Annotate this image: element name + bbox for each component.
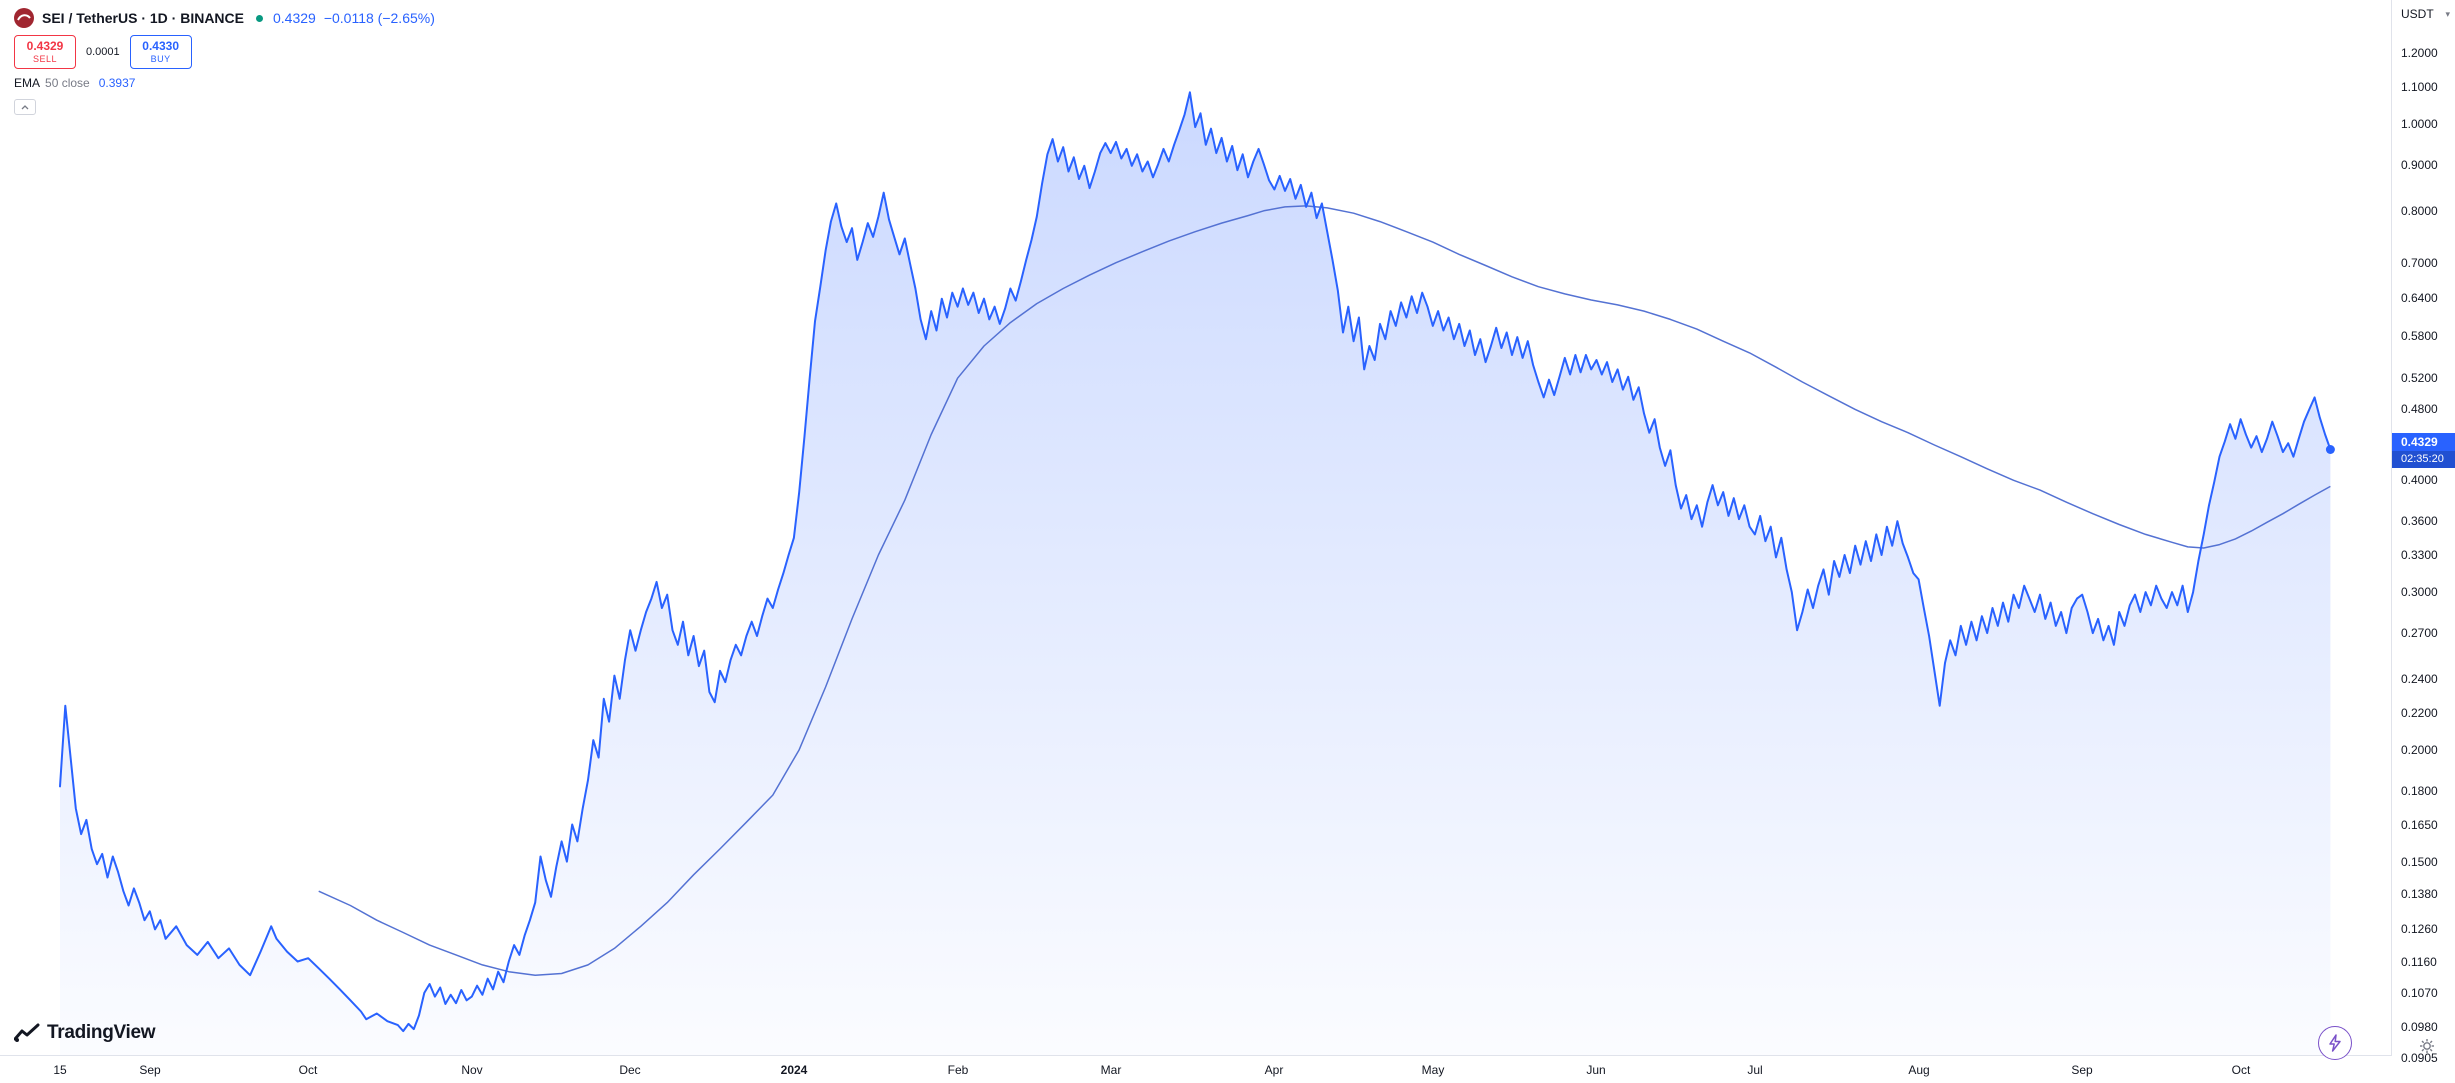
indicator-name: EMA	[14, 76, 41, 90]
symbol-row: SEI / TetherUS · 1D · BINANCE 0.4329 −0.…	[14, 8, 435, 28]
time-tick: May	[1421, 1063, 1445, 1077]
indicator-params: 50 close	[45, 76, 90, 90]
indicator-value: 0.3937	[98, 76, 136, 90]
chart-legend: SEI / TetherUS · 1D · BINANCE 0.4329 −0.…	[14, 8, 435, 115]
buy-label: BUY	[150, 53, 171, 64]
lightning-button[interactable]	[2318, 1026, 2352, 1060]
price-tick: 0.2200	[2401, 706, 2438, 720]
price-tick: 0.1260	[2401, 922, 2438, 936]
time-axis[interactable]: 15 Sep Oct Nov Dec 2024 Feb Mar Apr May Jun Jul Aug S…	[0, 1055, 2455, 1083]
tradingview-logo-text: TradingView	[47, 1022, 156, 1043]
time-tick: Oct	[2231, 1063, 2251, 1077]
time-tick: Sep	[139, 1063, 161, 1077]
bar-countdown: 02:35:20	[2392, 451, 2455, 468]
sell-price: 0.4329	[26, 39, 64, 54]
sei-logo-icon	[14, 8, 34, 28]
ema-line	[318, 205, 2331, 976]
price-tick: 0.5800	[2401, 329, 2438, 343]
price-area-fill	[60, 92, 2331, 1056]
market-status-icon	[256, 14, 263, 22]
price-tick: 0.3600	[2401, 514, 2438, 528]
price-tick: 0.2400	[2401, 672, 2438, 686]
last-price-axis-value: 0.4329	[2401, 435, 2438, 449]
last-price-value: 0.4329	[273, 10, 316, 26]
price-tick: 0.1160	[2401, 955, 2437, 969]
currency-label: USDT	[2401, 7, 2434, 21]
price-tick: 0.9000	[2401, 158, 2438, 172]
time-tick: Dec	[619, 1063, 641, 1077]
price-tick: 0.1500	[2401, 855, 2438, 869]
price-tick: 0.1800	[2401, 784, 2438, 798]
chevron-down-icon: ▾	[2445, 8, 2450, 19]
price-chart-svg	[59, 91, 2335, 1056]
last-price-dot	[2325, 445, 2335, 454]
gear-icon	[2420, 1039, 2434, 1053]
time-tick: Sep	[2071, 1063, 2093, 1077]
price-tick: 0.0905	[2401, 1051, 2438, 1065]
last-price-axis-label: 0.4329 02:35:20	[2392, 433, 2455, 468]
price-tick: 0.1380	[2401, 887, 2438, 901]
price-tick: 0.0980	[2401, 1020, 2438, 1034]
price-change-value: −0.0118 (−2.65%)	[323, 10, 435, 26]
time-tick: Aug	[1908, 1063, 1930, 1077]
collapse-legend-button[interactable]	[14, 99, 36, 115]
price-axis[interactable]: USDT ▾ 1.2000 1.1000 1.0000 0.9000 0.8000 0.7…	[2391, 0, 2455, 1065]
price-tick: 0.8000	[2401, 204, 2438, 218]
time-tick: Oct	[298, 1063, 318, 1077]
price-tick: 0.3300	[2401, 548, 2438, 562]
price-tick: 1.1000	[2401, 80, 2438, 94]
chevron-up-icon	[21, 104, 29, 109]
axis-settings-button[interactable]	[2417, 1036, 2437, 1056]
buy-price: 0.4330	[142, 39, 179, 54]
price-tick: 0.6400	[2401, 291, 2438, 305]
price-tick: 0.4000	[2401, 473, 2438, 487]
time-tick: Nov	[461, 1063, 483, 1077]
time-tick: Feb	[947, 1063, 969, 1077]
price-tick: 1.0000	[2401, 117, 2438, 131]
sell-button[interactable]: 0.4329 SELL	[14, 35, 76, 69]
time-tick: 2024	[780, 1063, 808, 1077]
symbol-title[interactable]: SEI / TetherUS · 1D · BINANCE	[42, 10, 244, 26]
tradingview-logo-icon	[14, 1023, 40, 1042]
time-tick: Jun	[1586, 1063, 1606, 1077]
time-tick: Apr	[1264, 1063, 1284, 1077]
price-tick: 0.1070	[2401, 986, 2438, 1000]
price-line	[59, 91, 2332, 1033]
lightning-icon	[2329, 1034, 2341, 1052]
time-tick: 15	[53, 1063, 67, 1077]
spread-value: 0.0001	[86, 46, 120, 58]
tradingview-logo[interactable]: TradingView	[14, 1022, 156, 1044]
time-tick: Mar	[1100, 1063, 1122, 1077]
price-tick: 0.2000	[2401, 743, 2438, 757]
price-tick: 0.1650	[2401, 818, 2438, 832]
price-tick: 0.4800	[2401, 402, 2438, 416]
price-tick: 0.2700	[2401, 626, 2438, 640]
price-tick: 0.5200	[2401, 371, 2438, 385]
price-tick: 1.2000	[2401, 46, 2438, 60]
time-tick: Jul	[1747, 1063, 1763, 1077]
price-tick: 0.7000	[2401, 256, 2438, 270]
chart-canvas[interactable]	[0, 0, 2392, 1056]
trade-buttons-row: 0.4329 SELL 0.0001 0.4330 BUY	[14, 35, 192, 69]
currency-selector[interactable]: USDT ▾	[2392, 4, 2455, 24]
buy-button[interactable]: 0.4330 BUY	[129, 35, 192, 69]
indicator-legend[interactable]: EMA 50 close 0.3937	[14, 76, 135, 90]
sell-label: SELL	[32, 53, 58, 64]
price-tick: 0.3000	[2401, 585, 2438, 599]
